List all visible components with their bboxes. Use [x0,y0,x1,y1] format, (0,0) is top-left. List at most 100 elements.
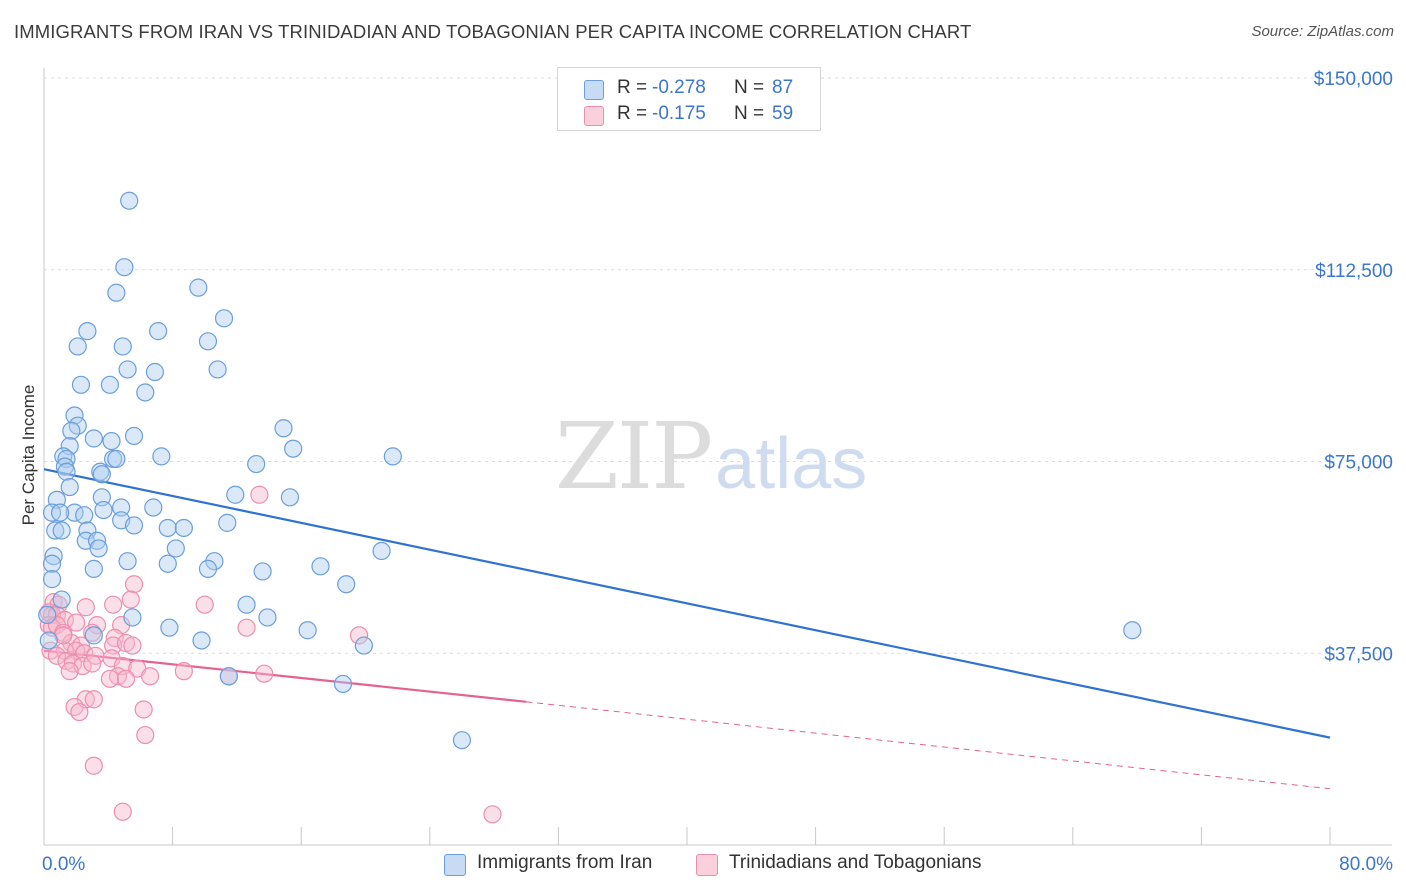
data-point-iran [354,636,373,655]
data-point-iran [46,521,65,540]
data-point-iran [52,521,71,540]
data-point-iran [1123,621,1142,640]
data-point-iran [218,513,237,532]
source-label: Source: ZipAtlas.com [1251,23,1394,40]
data-point-iran [166,539,185,558]
data-point-trinidad-tobago [47,646,66,665]
trendline-extension-trinidad-tobago [526,701,1331,790]
data-point-trinidad-tobago [76,598,95,617]
data-point-trinidad-tobago [255,664,274,683]
data-point-iran [208,360,227,379]
data-point-iran [226,485,245,504]
correlation-legend: R = -0.278 N = 87 R = -0.175 N = 59 [557,67,821,131]
data-point-iran [68,337,87,356]
watermark: ZIPatlas [555,403,867,510]
bottom-legend-swatch-iran [444,854,466,876]
data-point-iran [57,462,76,481]
data-point-iran [94,500,113,520]
data-point-iran [124,516,144,535]
data-point-iran [253,562,272,581]
data-point-iran [284,439,303,458]
data-point-trinidad-tobago [140,667,160,686]
data-point-trinidad-tobago [237,618,256,637]
data-point-iran [60,477,79,497]
data-point-trinidad-tobago [104,595,123,614]
data-point-iran [102,431,121,451]
data-point-iran [383,447,402,466]
data-point-iran [84,626,103,645]
data-point-iran [115,258,134,277]
data-point-iran [52,590,71,609]
data-point-trinidad-tobago [483,805,502,824]
data-point-iran [120,191,139,210]
data-point-iran [100,375,120,394]
data-point-iran [123,608,142,627]
data-point-iran [198,332,218,351]
data-point-iran [65,406,84,425]
data-point-iran [280,488,300,507]
data-point-trinidad-tobago [136,725,155,745]
data-point-iran [57,449,76,469]
data-point-iran [87,531,107,550]
data-point-iran [237,595,256,614]
data-point-iran [152,447,171,466]
data-point-trinidad-tobago [349,626,369,645]
data-point-iran [298,621,317,640]
data-point-iran [92,465,111,484]
data-point-iran [62,421,81,440]
data-point-trinidad-tobago [123,636,142,655]
y-tick-label: $112,500 [1315,261,1393,282]
y-tick-label: $37,500 [1324,644,1393,665]
watermark-zip: ZIP [555,403,713,510]
data-point-iran [107,283,126,302]
legend-r-value: -0.278 [652,77,706,98]
data-point-iran [144,498,163,517]
data-point-trinidad-tobago [134,700,153,719]
data-point-trinidad-tobago [113,802,132,821]
legend-n-value: 87 [772,77,794,98]
legend-swatch-iran [584,80,604,100]
x-tick-label: 80.0% [1339,854,1393,875]
x-tick-label: 0.0% [42,854,85,875]
data-point-iran [107,449,126,469]
legend-swatch-tt [584,106,604,126]
data-point-trinidad-tobago [100,669,120,688]
data-point-iran [149,322,168,341]
legend-r-label: R = [617,77,648,98]
data-point-iran [452,731,472,750]
data-point-iran [198,559,218,578]
data-point-iran [71,375,91,394]
data-point-iran [333,674,353,694]
data-point-iran [39,631,58,650]
data-point-iran [75,506,94,525]
data-point-trinidad-tobago [84,690,103,709]
data-point-trinidad-tobago [116,669,136,688]
data-point-iran [372,541,391,561]
data-point-trinidad-tobago [54,626,73,645]
data-point-trinidad-tobago [67,613,86,632]
trendline-iran [43,468,1331,739]
data-point-iran [89,539,108,558]
trendline-trinidad-tobago [43,649,527,703]
legend-n-value: 59 [772,103,794,124]
data-point-iran [258,608,277,627]
data-point-iran [112,498,131,517]
y-tick-label: $150,000 [1314,69,1393,90]
data-point-iran [160,618,179,637]
data-point-trinidad-tobago [250,485,269,504]
data-point-iran [214,309,234,328]
data-point-iran [189,278,208,297]
data-point-trinidad-tobago [60,662,79,681]
data-point-trinidad-tobago [105,628,124,648]
data-point-iran [38,605,57,625]
data-point-iran [174,518,193,538]
legend-r-value: -0.175 [652,103,706,124]
data-point-iran [118,360,137,379]
data-point-trinidad-tobago [84,756,103,775]
y-tick-label: $75,000 [1324,453,1393,474]
data-point-iran [337,575,356,594]
data-point-iran [44,546,63,566]
data-point-iran [158,554,177,573]
data-point-iran [78,322,97,341]
data-point-iran [274,419,293,438]
